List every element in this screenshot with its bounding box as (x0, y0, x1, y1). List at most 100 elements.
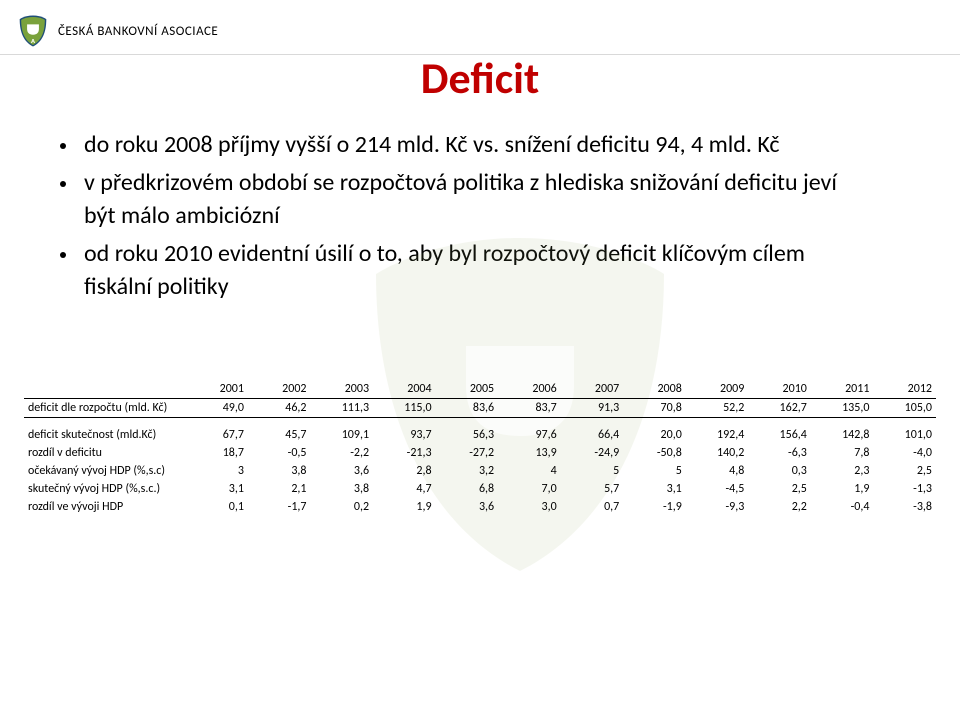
col-year: 2004 (373, 380, 436, 399)
bullet-item: od roku 2010 evidentní úsilí o to, aby b… (60, 238, 960, 303)
cell: 83,7 (498, 399, 561, 418)
header: A ČESKÁ BANKOVNÍ ASOCIACE (0, 0, 960, 55)
cell: 2,5 (873, 462, 936, 480)
col-year: 2003 (311, 380, 374, 399)
row-label: rozdíl ve vývoji HDP (24, 498, 185, 516)
col-year: 2005 (436, 380, 499, 399)
row-label: deficit skutečnost (mld.Kč) (24, 418, 185, 445)
cell: 3,8 (311, 480, 374, 498)
cell: -9,3 (686, 498, 749, 516)
cell: 5 (623, 462, 686, 480)
col-year: 2007 (561, 380, 624, 399)
cell: -0,5 (248, 444, 311, 462)
bullet-text: v předkrizovém období se rozpočtová poli… (84, 167, 844, 232)
cell: 3,8 (248, 462, 311, 480)
cell: 115,0 (373, 399, 436, 418)
cell: 0,2 (311, 498, 374, 516)
cell: 142,8 (811, 418, 874, 445)
row-label: deficit dle rozpočtu (mld. Kč) (24, 399, 185, 418)
cell: 18,7 (185, 444, 248, 462)
cell: 3,0 (498, 498, 561, 516)
col-year: 2001 (185, 380, 248, 399)
bullet-text: od roku 2010 evidentní úsilí o to, aby b… (84, 238, 844, 303)
cell: 4,7 (373, 480, 436, 498)
cell: 3 (185, 462, 248, 480)
col-year: 2002 (248, 380, 311, 399)
cell: -2,2 (311, 444, 374, 462)
cell: -0,4 (811, 498, 874, 516)
cell: 2,2 (748, 498, 811, 516)
table-row: očekávaný vývoj HDP (%,s.c)33,83,62,83,2… (24, 462, 936, 480)
cell: 101,0 (873, 418, 936, 445)
cell: 111,3 (311, 399, 374, 418)
cell: 56,3 (436, 418, 499, 445)
org-title: ČESKÁ BANKOVNÍ ASOCIACE (58, 24, 218, 39)
cell: 140,2 (686, 444, 749, 462)
cell: 91,3 (561, 399, 624, 418)
cell: 0,1 (185, 498, 248, 516)
row-label: očekávaný vývoj HDP (%,s.c) (24, 462, 185, 480)
cell: 1,9 (811, 480, 874, 498)
cell: 46,2 (248, 399, 311, 418)
cell: 2,1 (248, 480, 311, 498)
cell: -27,2 (436, 444, 499, 462)
cell: -21,3 (373, 444, 436, 462)
data-table-container: 2001 2002 2003 2004 2005 2006 2007 2008 … (24, 380, 936, 516)
col-year: 2009 (686, 380, 749, 399)
col-year: 2010 (748, 380, 811, 399)
cell: 66,4 (561, 418, 624, 445)
svg-text:A: A (31, 39, 36, 45)
bullet-dot-icon (60, 143, 66, 149)
cell: 156,4 (748, 418, 811, 445)
cell: 0,3 (748, 462, 811, 480)
cell: 6,8 (436, 480, 499, 498)
cell: 7,8 (811, 444, 874, 462)
cell: 135,0 (811, 399, 874, 418)
cell: -1,9 (623, 498, 686, 516)
bullet-dot-icon (60, 252, 66, 258)
cell: 2,8 (373, 462, 436, 480)
cell: 49,0 (185, 399, 248, 418)
cell: -1,7 (248, 498, 311, 516)
cell: 70,8 (623, 399, 686, 418)
cell: 4,8 (686, 462, 749, 480)
cell: 5,7 (561, 480, 624, 498)
page-title: Deficit (0, 51, 960, 105)
table-row: skutečný vývoj HDP (%,s.c.)3,12,13,84,76… (24, 480, 936, 498)
bullet-item: v předkrizovém období se rozpočtová poli… (60, 167, 960, 232)
cell: 2,3 (811, 462, 874, 480)
cell: -6,3 (748, 444, 811, 462)
cell: 3,1 (185, 480, 248, 498)
cell: -50,8 (623, 444, 686, 462)
cell: 4 (498, 462, 561, 480)
cell: 67,7 (185, 418, 248, 445)
table-header-row: 2001 2002 2003 2004 2005 2006 2007 2008 … (24, 380, 936, 399)
bullet-text: do roku 2008 příjmy vyšší o 214 mld. Kč … (84, 129, 780, 161)
cell: -24,9 (561, 444, 624, 462)
cell: 93,7 (373, 418, 436, 445)
cell: 20,0 (623, 418, 686, 445)
cell: 162,7 (748, 399, 811, 418)
cell: 97,6 (498, 418, 561, 445)
row-label: skutečný vývoj HDP (%,s.c.) (24, 480, 185, 498)
cell: 45,7 (248, 418, 311, 445)
cell: 5 (561, 462, 624, 480)
table-corner (24, 380, 185, 399)
cell: 3,2 (436, 462, 499, 480)
org-logo-icon: A (18, 14, 48, 48)
cell: 52,2 (686, 399, 749, 418)
col-year: 2008 (623, 380, 686, 399)
cell: 3,6 (436, 498, 499, 516)
cell: 13,9 (498, 444, 561, 462)
col-year: 2006 (498, 380, 561, 399)
cell: -4,0 (873, 444, 936, 462)
cell: 3,1 (623, 480, 686, 498)
table-row: deficit dle rozpočtu (mld. Kč)49,046,211… (24, 399, 936, 418)
bullet-list: do roku 2008 příjmy vyšší o 214 mld. Kč … (60, 129, 960, 303)
cell: 105,0 (873, 399, 936, 418)
col-year: 2012 (873, 380, 936, 399)
cell: -3,8 (873, 498, 936, 516)
table-row: rozdíl ve vývoji HDP0,1-1,70,21,93,63,00… (24, 498, 936, 516)
bullet-dot-icon (60, 181, 66, 187)
cell: 1,9 (373, 498, 436, 516)
